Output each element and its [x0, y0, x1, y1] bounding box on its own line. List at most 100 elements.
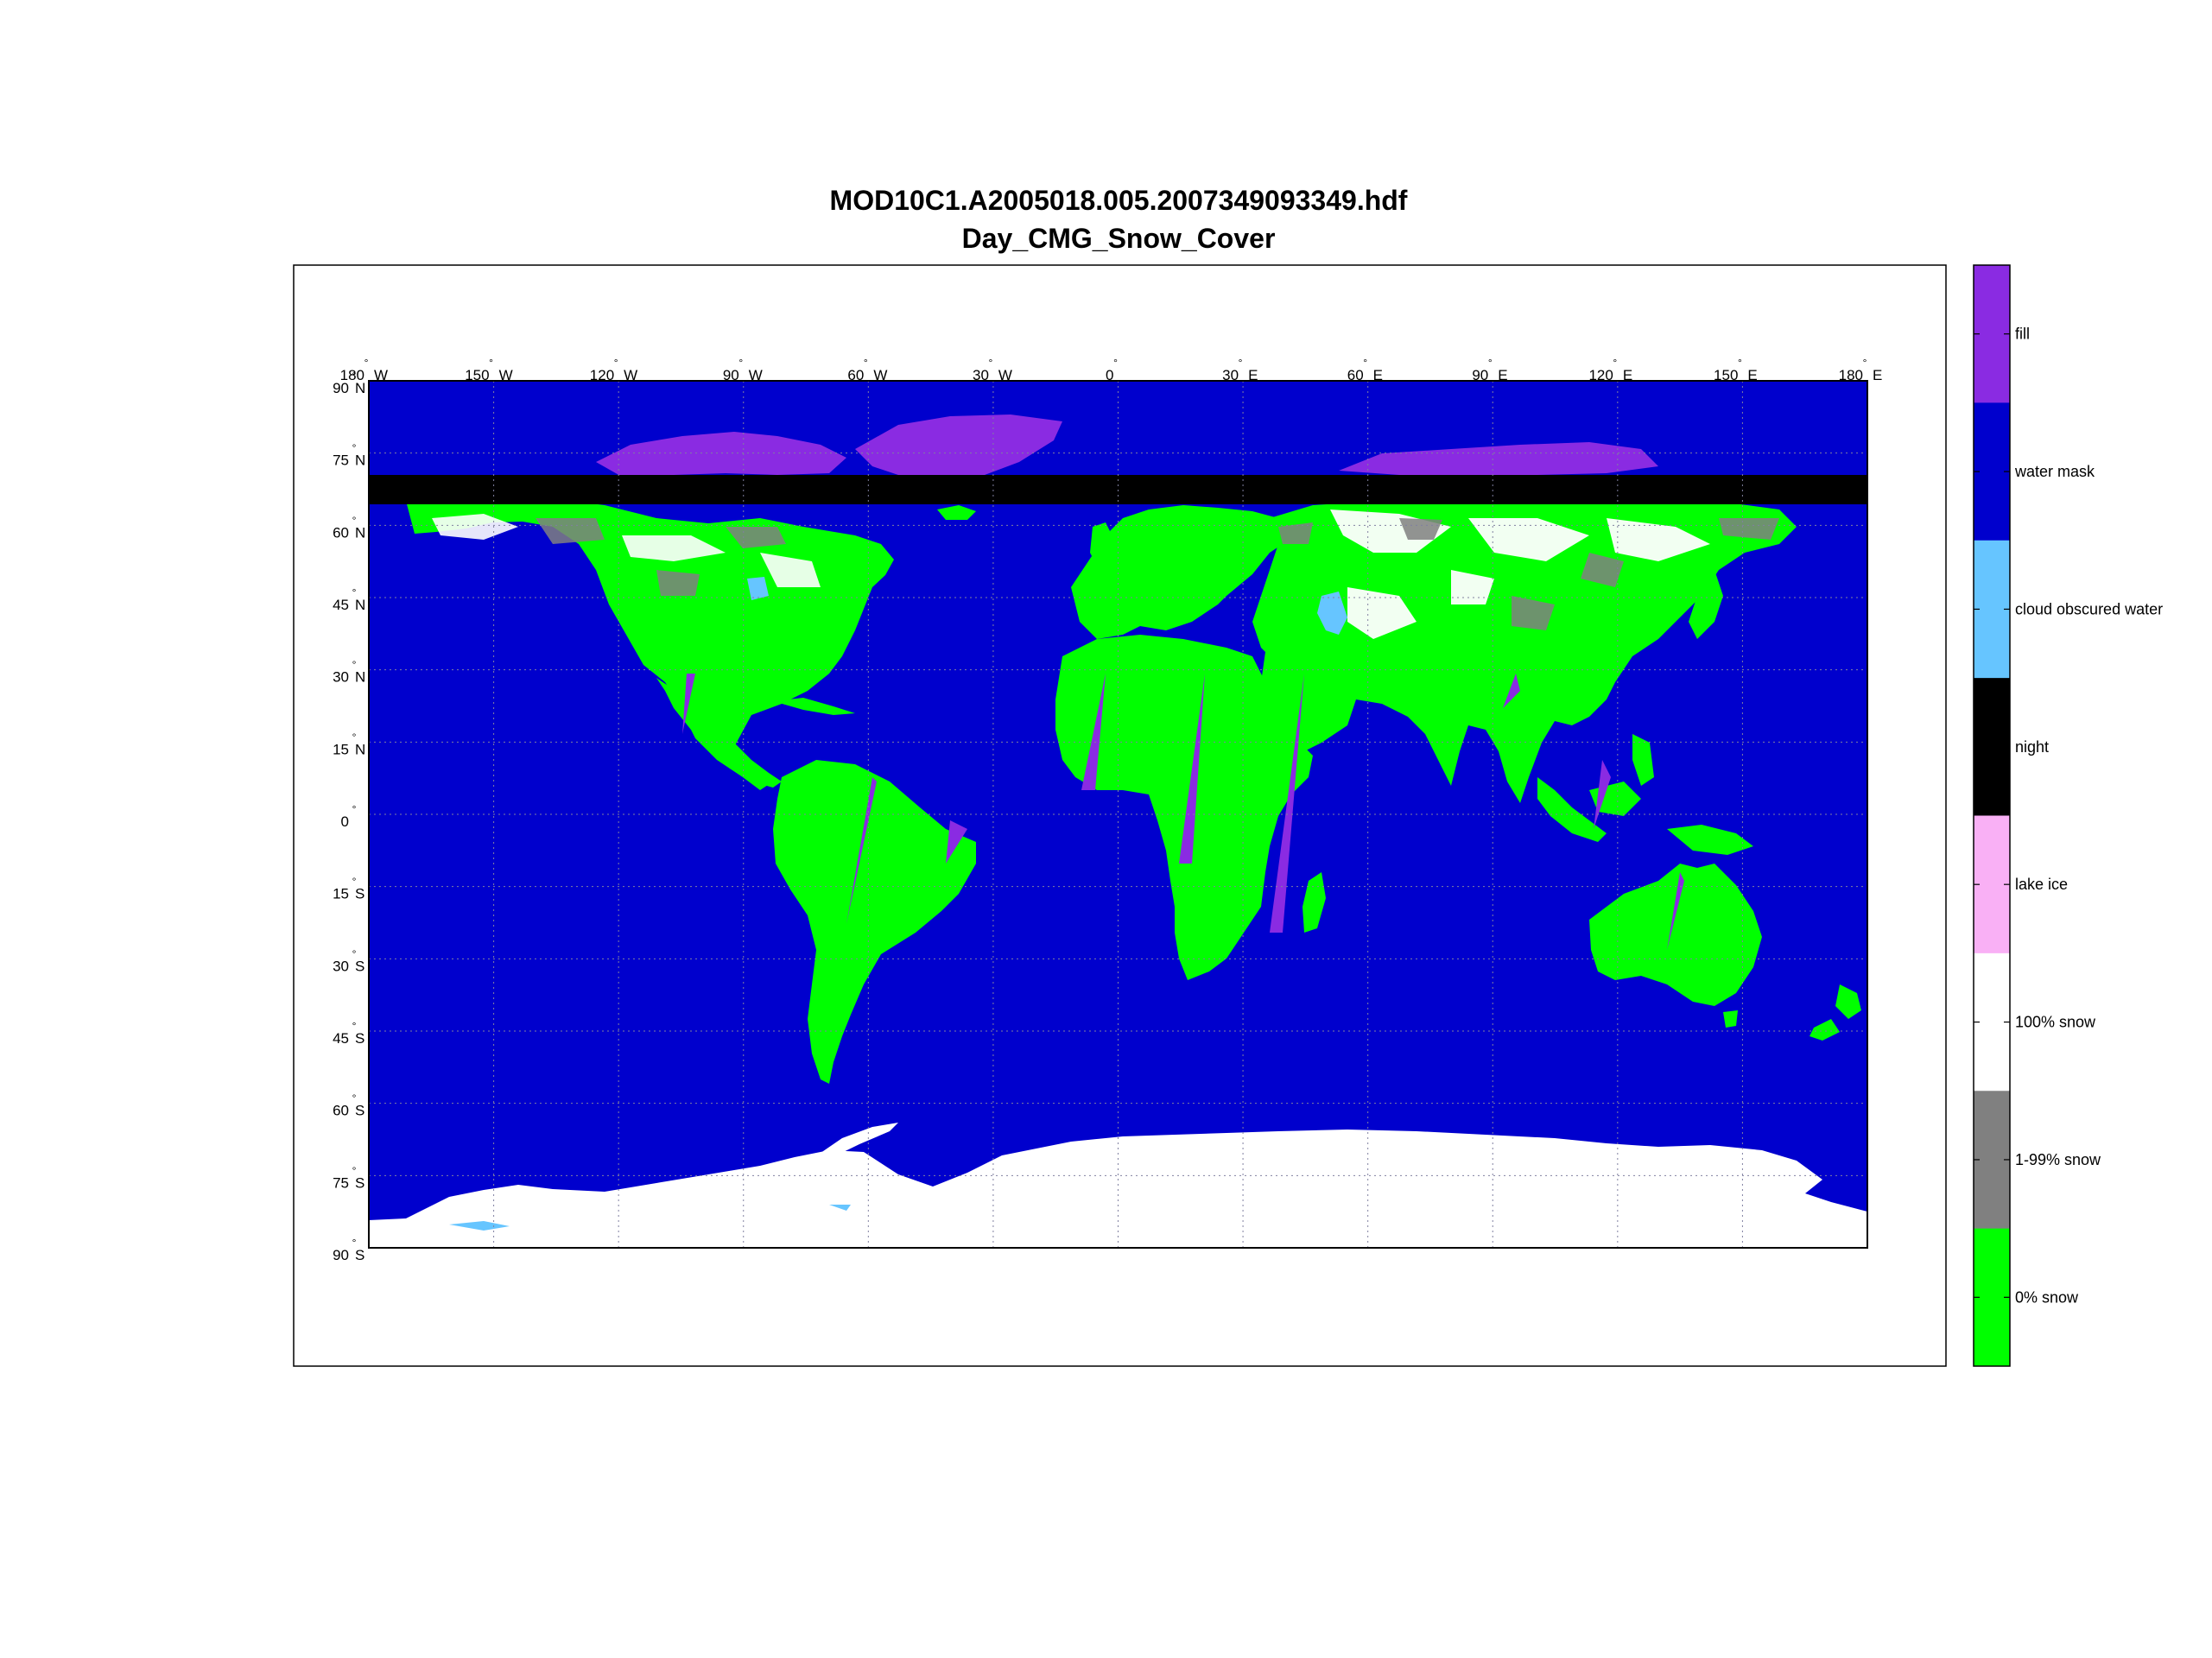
madagascar-land [1302, 872, 1326, 933]
svg-text:°: ° [352, 947, 357, 959]
svg-text:30: 30 [333, 669, 349, 686]
svg-text:°: ° [352, 514, 357, 526]
svg-text:S: S [355, 1247, 364, 1263]
latitude-tick-label: 45°N [333, 586, 365, 613]
colorbar-label: cloud obscured water [2015, 600, 2163, 617]
svg-text:N: N [355, 452, 365, 469]
svg-text:°: ° [352, 1092, 357, 1104]
latitude-labels: 90°N75°N60°N45°N30°N15°N0°15°S30°S45°S60… [333, 370, 365, 1263]
latitude-tick-label: 15°S [333, 876, 364, 902]
title-line-2: Day_CMG_Snow_Cover [962, 223, 1276, 254]
siberian-arctic-fill [1339, 442, 1658, 475]
svg-text:W: W [998, 367, 1012, 383]
asia-land [1252, 499, 1797, 803]
title-line-1: MOD10C1.A2005018.005.2007349093349.hdf [830, 185, 1408, 216]
longitude-tick-label: 90° W [723, 357, 763, 383]
australia-land [1589, 864, 1762, 1006]
longitude-tick-label: 180° E [1839, 357, 1883, 383]
longitude-tick-label: 0° [1106, 357, 1118, 383]
colorbar-label: fill [2015, 326, 2030, 343]
svg-text:N: N [355, 597, 365, 613]
svg-text:120: 120 [1588, 367, 1613, 383]
new-zealand-land [1810, 984, 1861, 1041]
tasmania-land [1723, 1010, 1738, 1028]
svg-text:E: E [1498, 367, 1507, 383]
svg-text:°: ° [1363, 357, 1367, 369]
longitude-tick-label: 90° E [1472, 357, 1507, 383]
svg-text:°: ° [352, 442, 357, 454]
latitude-tick-label: 60°N [333, 514, 365, 541]
svg-text:15: 15 [333, 886, 349, 902]
svg-text:°: ° [352, 1020, 357, 1032]
europe-land [1071, 505, 1296, 639]
svg-text:°: ° [352, 659, 357, 671]
svg-text:N: N [355, 669, 365, 686]
latitude-tick-label: 0° [341, 803, 357, 830]
svg-text:W: W [374, 367, 388, 383]
svg-text:S: S [355, 958, 364, 974]
north-america-partial-snow-patches [536, 518, 786, 596]
north-america-snow-patches [432, 514, 821, 587]
svg-text:°: ° [1239, 357, 1243, 369]
svg-text:60: 60 [1347, 367, 1364, 383]
svg-text:E: E [1373, 367, 1383, 383]
caribbean-islands-land [773, 698, 855, 715]
svg-text:90: 90 [333, 1247, 349, 1263]
svg-text:W: W [624, 367, 637, 383]
svg-text:30: 30 [333, 958, 349, 974]
eurasia-partial-snow-patches [1278, 518, 1779, 630]
longitude-tick-label: 120° W [590, 357, 637, 383]
svg-text:°: ° [989, 357, 993, 369]
iceland-land [937, 505, 976, 520]
svg-text:S: S [355, 1174, 364, 1191]
graticule [369, 381, 1867, 1248]
svg-text:°: ° [1613, 357, 1617, 369]
map-layers [369, 414, 1867, 1248]
colorbar-label: night [2015, 738, 2049, 756]
svg-text:°: ° [1488, 357, 1493, 369]
svg-text:30: 30 [973, 367, 989, 383]
canadian-arctic-fill [596, 432, 846, 477]
svg-text:°: ° [864, 357, 868, 369]
svg-text:E: E [1623, 367, 1632, 383]
svg-text:N: N [355, 524, 365, 541]
latitude-tick-label: 45°S [333, 1020, 364, 1047]
svg-text:E: E [1873, 367, 1882, 383]
longitude-tick-label: 150° E [1714, 357, 1758, 383]
greenland-fill [855, 414, 1062, 484]
colorbar-label: lake ice [2015, 876, 2068, 893]
svg-text:°: ° [352, 876, 357, 888]
svg-text:90: 90 [1472, 367, 1488, 383]
eurasia-snow-patches [1330, 509, 1710, 639]
longitude-labels: 180°W 150°W 120°W 90°W 60°W 30°W 0°30°E 60°E 90°… [340, 357, 1883, 383]
colorbar-label: water mask [2014, 463, 2095, 480]
svg-text:60: 60 [333, 1103, 349, 1119]
svg-text:75: 75 [333, 452, 349, 469]
longitude-tick-label: 60° W [847, 357, 887, 383]
svg-text:°: ° [1738, 357, 1742, 369]
svg-text:°: ° [352, 370, 357, 382]
latitude-tick-label: 75°N [333, 442, 365, 469]
map-border [368, 380, 1868, 1249]
svg-text:°: ° [352, 1164, 357, 1176]
svg-text:60: 60 [333, 524, 349, 541]
svg-text:°: ° [352, 803, 357, 815]
colorbar-label: 1-99% snow [2015, 1151, 2101, 1168]
svg-text:75: 75 [333, 1174, 349, 1191]
svg-text:150: 150 [465, 367, 489, 383]
svg-text:150: 150 [1714, 367, 1738, 383]
latitude-tick-label: 15°N [333, 731, 365, 757]
longitude-tick-label: 150° W [465, 357, 512, 383]
svg-text:°: ° [1863, 357, 1867, 369]
longitude-tick-label: 30° W [973, 357, 1012, 383]
latitude-tick-label: 90°N [333, 370, 365, 396]
svg-text:45: 45 [333, 597, 349, 613]
latitude-tick-label: 60°S [333, 1092, 364, 1119]
svg-text:°: ° [614, 357, 618, 369]
svg-text:180: 180 [1839, 367, 1863, 383]
svg-text:°: ° [1113, 357, 1118, 369]
svg-text:180: 180 [340, 367, 364, 383]
svg-text:45: 45 [333, 1030, 349, 1047]
colorbar-label: 100% snow [2015, 1014, 2096, 1031]
